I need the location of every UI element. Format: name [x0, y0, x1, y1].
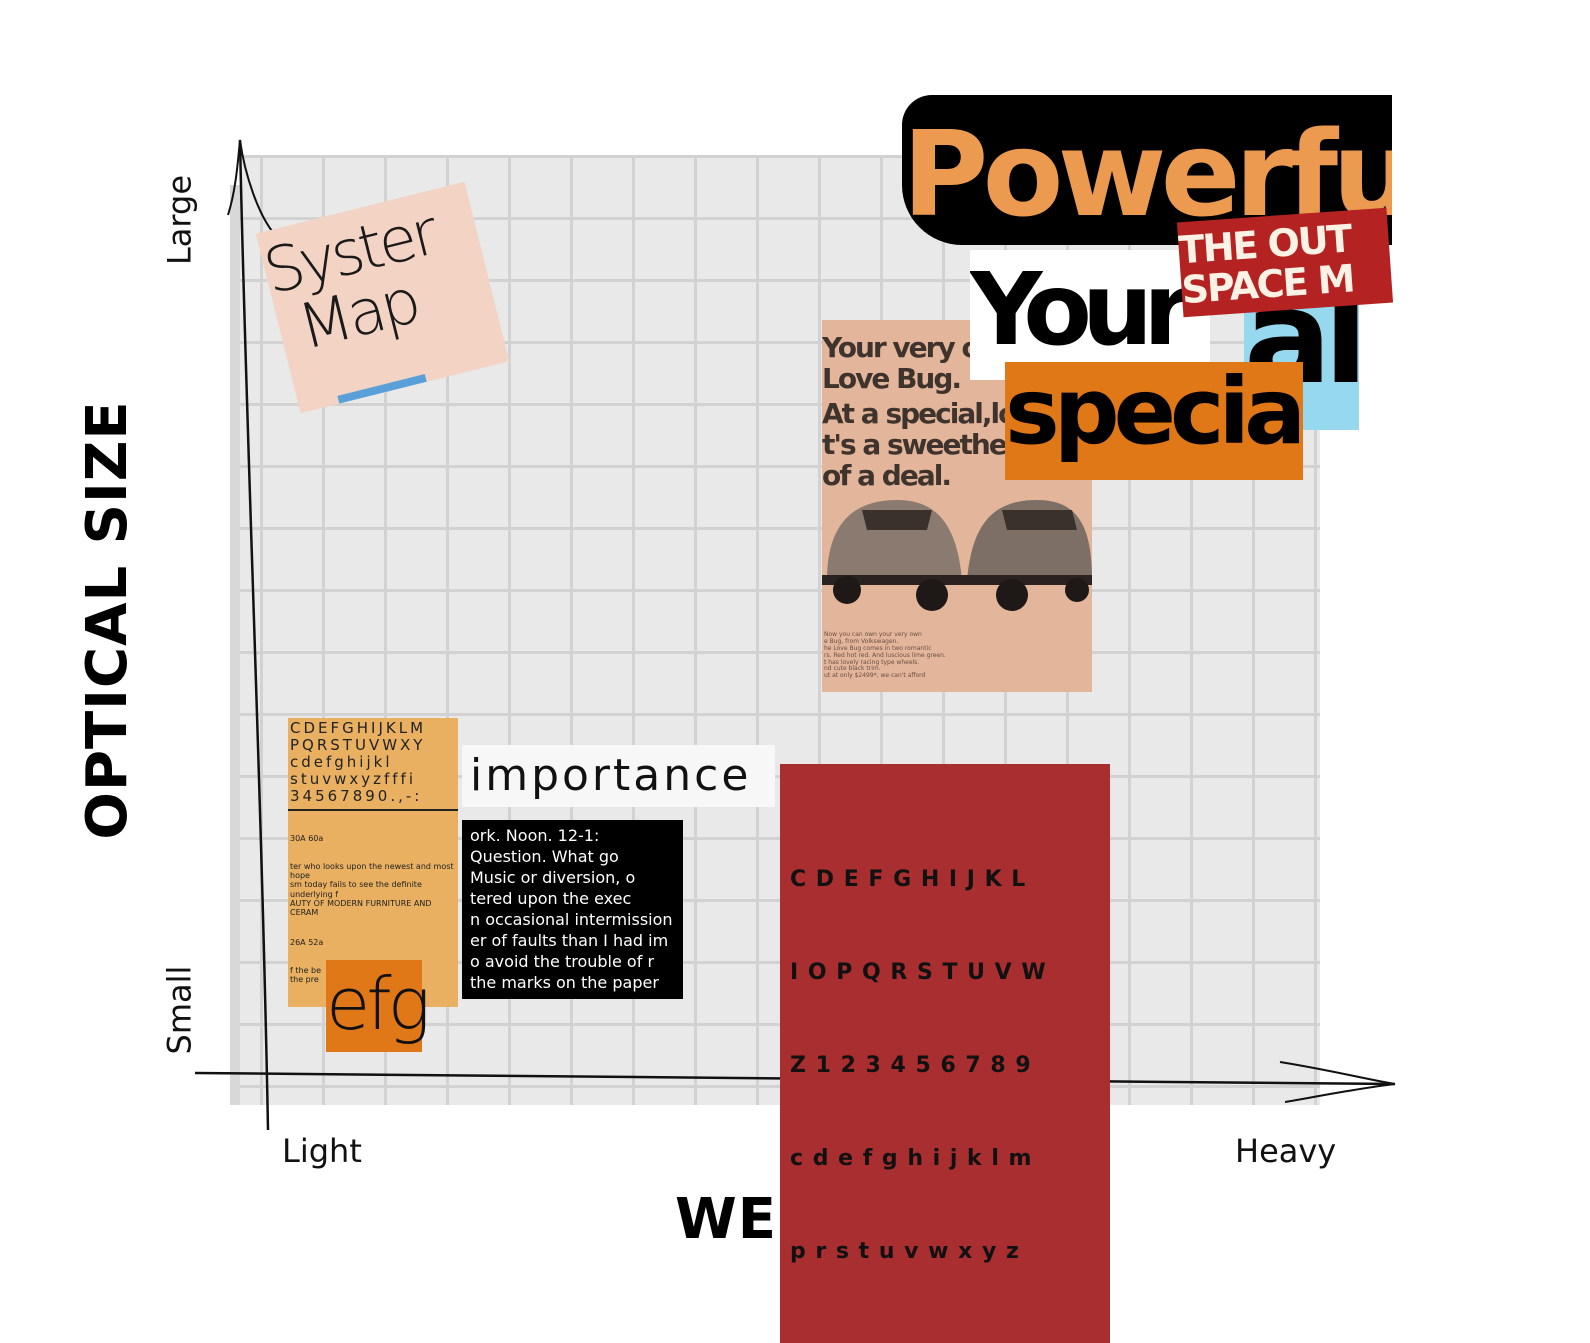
specimen-row: stuvwxyzfffi	[290, 770, 416, 788]
specimen-row: 34567890.,-:	[290, 787, 423, 805]
y-axis-high-label: Large	[160, 174, 199, 266]
y-axis-low-label: Small	[160, 965, 199, 1055]
clipping-special: specia	[1005, 362, 1303, 480]
ad-body-copy: Now you can own your very own e Bug, fro…	[824, 631, 946, 680]
paragraph-line: tered upon the exec	[470, 889, 632, 908]
clipping-paragraph: ork. Noon. 12-1: Question. What go Music…	[462, 820, 683, 999]
y-axis-line	[238, 139, 270, 1131]
paragraph-line: Music or diversion, o	[470, 868, 636, 887]
alphabet-row: p r s t u v w x y z	[790, 1239, 1020, 1264]
paragraph-line: n occasional intermission	[470, 910, 673, 929]
specimen-row: PQRSTUVWXY	[290, 736, 426, 754]
paragraph-line: Question. What go	[470, 847, 619, 866]
y-axis-title: OPTICAL SIZE	[74, 400, 140, 840]
beetle-cars-photo	[822, 500, 1092, 611]
alphabet-row: C D E F G H I J K L	[790, 867, 1027, 892]
alphabet-row: c d e f g h i j k l m	[790, 1146, 1033, 1171]
alphabet-row: Z 1 2 3 4 5 6 7 8 9	[790, 1053, 1032, 1078]
clipping-efg: efg	[326, 960, 431, 1052]
specimen-row: cdefghijkl	[290, 753, 393, 771]
paragraph-line: the marks on the paper	[470, 973, 659, 992]
importance-text: importance	[470, 750, 752, 801]
specimen-row: CDEFGHIJKLM	[290, 719, 427, 737]
paragraph-line: er of faults than I had im	[470, 931, 669, 950]
clipping-alphabet: C D E F G H I J K L I O P Q R S T U V W …	[780, 764, 1110, 1343]
specimen-size-label: 30A 60a	[290, 834, 324, 844]
ad-headline-line: Love Bug.	[822, 362, 962, 395]
y-axis-arrowhead	[227, 139, 281, 241]
x-axis-low-label: Light	[282, 1132, 362, 1170]
paragraph-line: ork. Noon. 12-1:	[470, 826, 600, 845]
clipping-importance: importance	[462, 745, 775, 807]
efg-text: efg	[326, 962, 431, 1046]
clipping-outer-space: THE OUT SPACE M	[1176, 207, 1394, 318]
ad-headline-line: of a deal.	[822, 459, 952, 492]
alphabet-row: I O P Q R S T U V W	[790, 960, 1047, 985]
special-text: specia	[1005, 362, 1303, 465]
clipping-your: Your	[970, 250, 1210, 380]
specimen-body: ter who looks upon the newest and most h…	[290, 861, 454, 917]
ad-headline-line: At a special,lo	[822, 397, 1017, 430]
x-axis-arrowhead	[1279, 1061, 1396, 1103]
paragraph-line: o avoid the trouble of r	[470, 952, 655, 971]
your-text: Your	[970, 251, 1192, 368]
specimen-size-label: 26A 52a	[290, 938, 324, 948]
ad-headline-line: t's a sweethe	[822, 428, 1008, 461]
x-axis-high-label: Heavy	[1235, 1132, 1337, 1170]
